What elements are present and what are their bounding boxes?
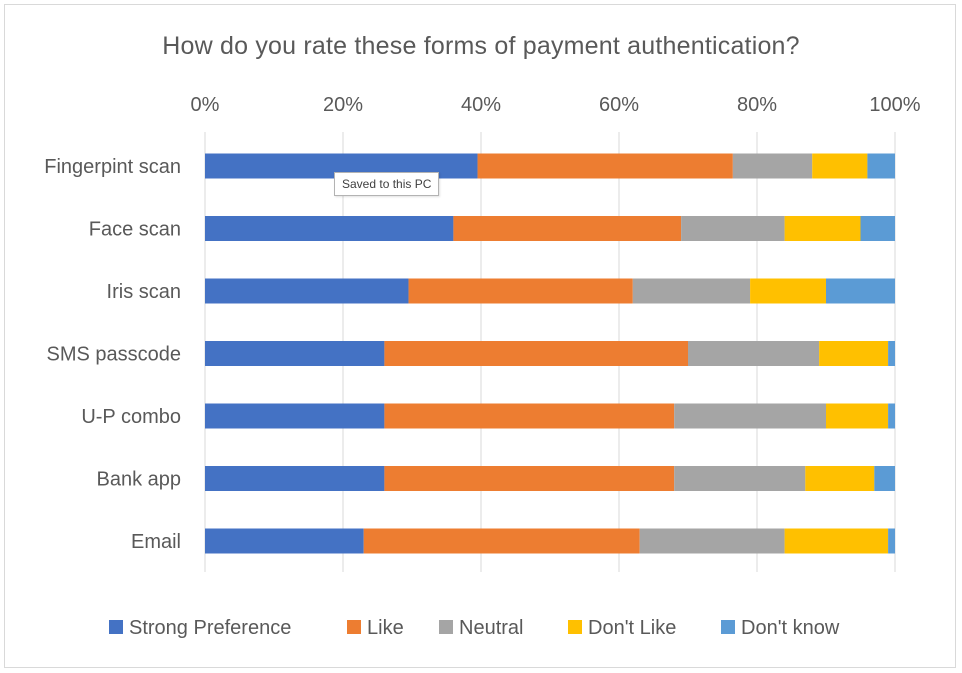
bar-segment (688, 341, 820, 366)
legend-label: Like (367, 617, 404, 639)
legend-label: Don't Like (588, 617, 676, 639)
bar-segment (681, 216, 785, 241)
legend-swatch (568, 620, 582, 634)
bar-segment (632, 278, 751, 304)
bar-segment (674, 466, 806, 491)
chart-title: How do you rate these forms of payment a… (162, 32, 800, 60)
bar-segment (888, 341, 895, 366)
bar-segment (888, 528, 895, 554)
bar-segment (205, 403, 385, 429)
bar-segment (453, 216, 682, 241)
bar-segment (874, 466, 895, 491)
category-label: Email (131, 531, 181, 553)
bar-segment (639, 528, 785, 554)
bar-segment (867, 153, 895, 179)
bar-segment (477, 153, 733, 179)
x-tick-label: 20% (323, 94, 363, 116)
bar-segment (205, 216, 454, 241)
bar-segment (408, 278, 633, 304)
bar-segment (205, 466, 385, 491)
x-tick-label: 60% (599, 94, 639, 116)
bar-segment (363, 528, 640, 554)
legend-swatch (347, 620, 361, 634)
category-label: Bank app (96, 469, 181, 491)
bar-segment (860, 216, 895, 241)
saved-tooltip: Saved to this PC (334, 172, 440, 196)
category-label: Fingerpint scan (44, 156, 181, 178)
bar-segment (888, 403, 895, 429)
bar-segment (819, 341, 889, 366)
legend-swatch (109, 620, 123, 634)
bar-segment (205, 528, 364, 554)
x-tick-label: 40% (461, 94, 501, 116)
bar-segment (805, 466, 875, 491)
bar-segment (384, 341, 688, 366)
legend-label: Strong Preference (129, 617, 291, 639)
chart-area (4, 4, 956, 668)
bar-segment (784, 216, 861, 241)
bar-segment (205, 341, 385, 366)
bar-segment (205, 278, 409, 304)
legend-label: Neutral (459, 617, 523, 639)
bar-segment (750, 278, 826, 304)
x-tick-label: 100% (869, 94, 920, 116)
x-tick-label: 0% (191, 94, 220, 116)
bar-segment (384, 466, 675, 491)
legend-swatch (439, 620, 453, 634)
category-label: SMS passcode (46, 344, 181, 366)
legend-label: Don't know (741, 617, 840, 639)
legend-swatch (721, 620, 735, 634)
category-label: Face scan (89, 219, 181, 241)
x-tick-label: 80% (737, 94, 777, 116)
bar-segment (384, 403, 675, 429)
category-label: U-P combo (81, 406, 181, 428)
bar-segment (812, 153, 868, 179)
bar-segment (732, 153, 813, 179)
bar-segment (784, 528, 889, 554)
bar-segment (674, 403, 826, 429)
category-label: Iris scan (107, 281, 181, 303)
bar-segment (826, 403, 889, 429)
bar-segment (826, 278, 895, 304)
